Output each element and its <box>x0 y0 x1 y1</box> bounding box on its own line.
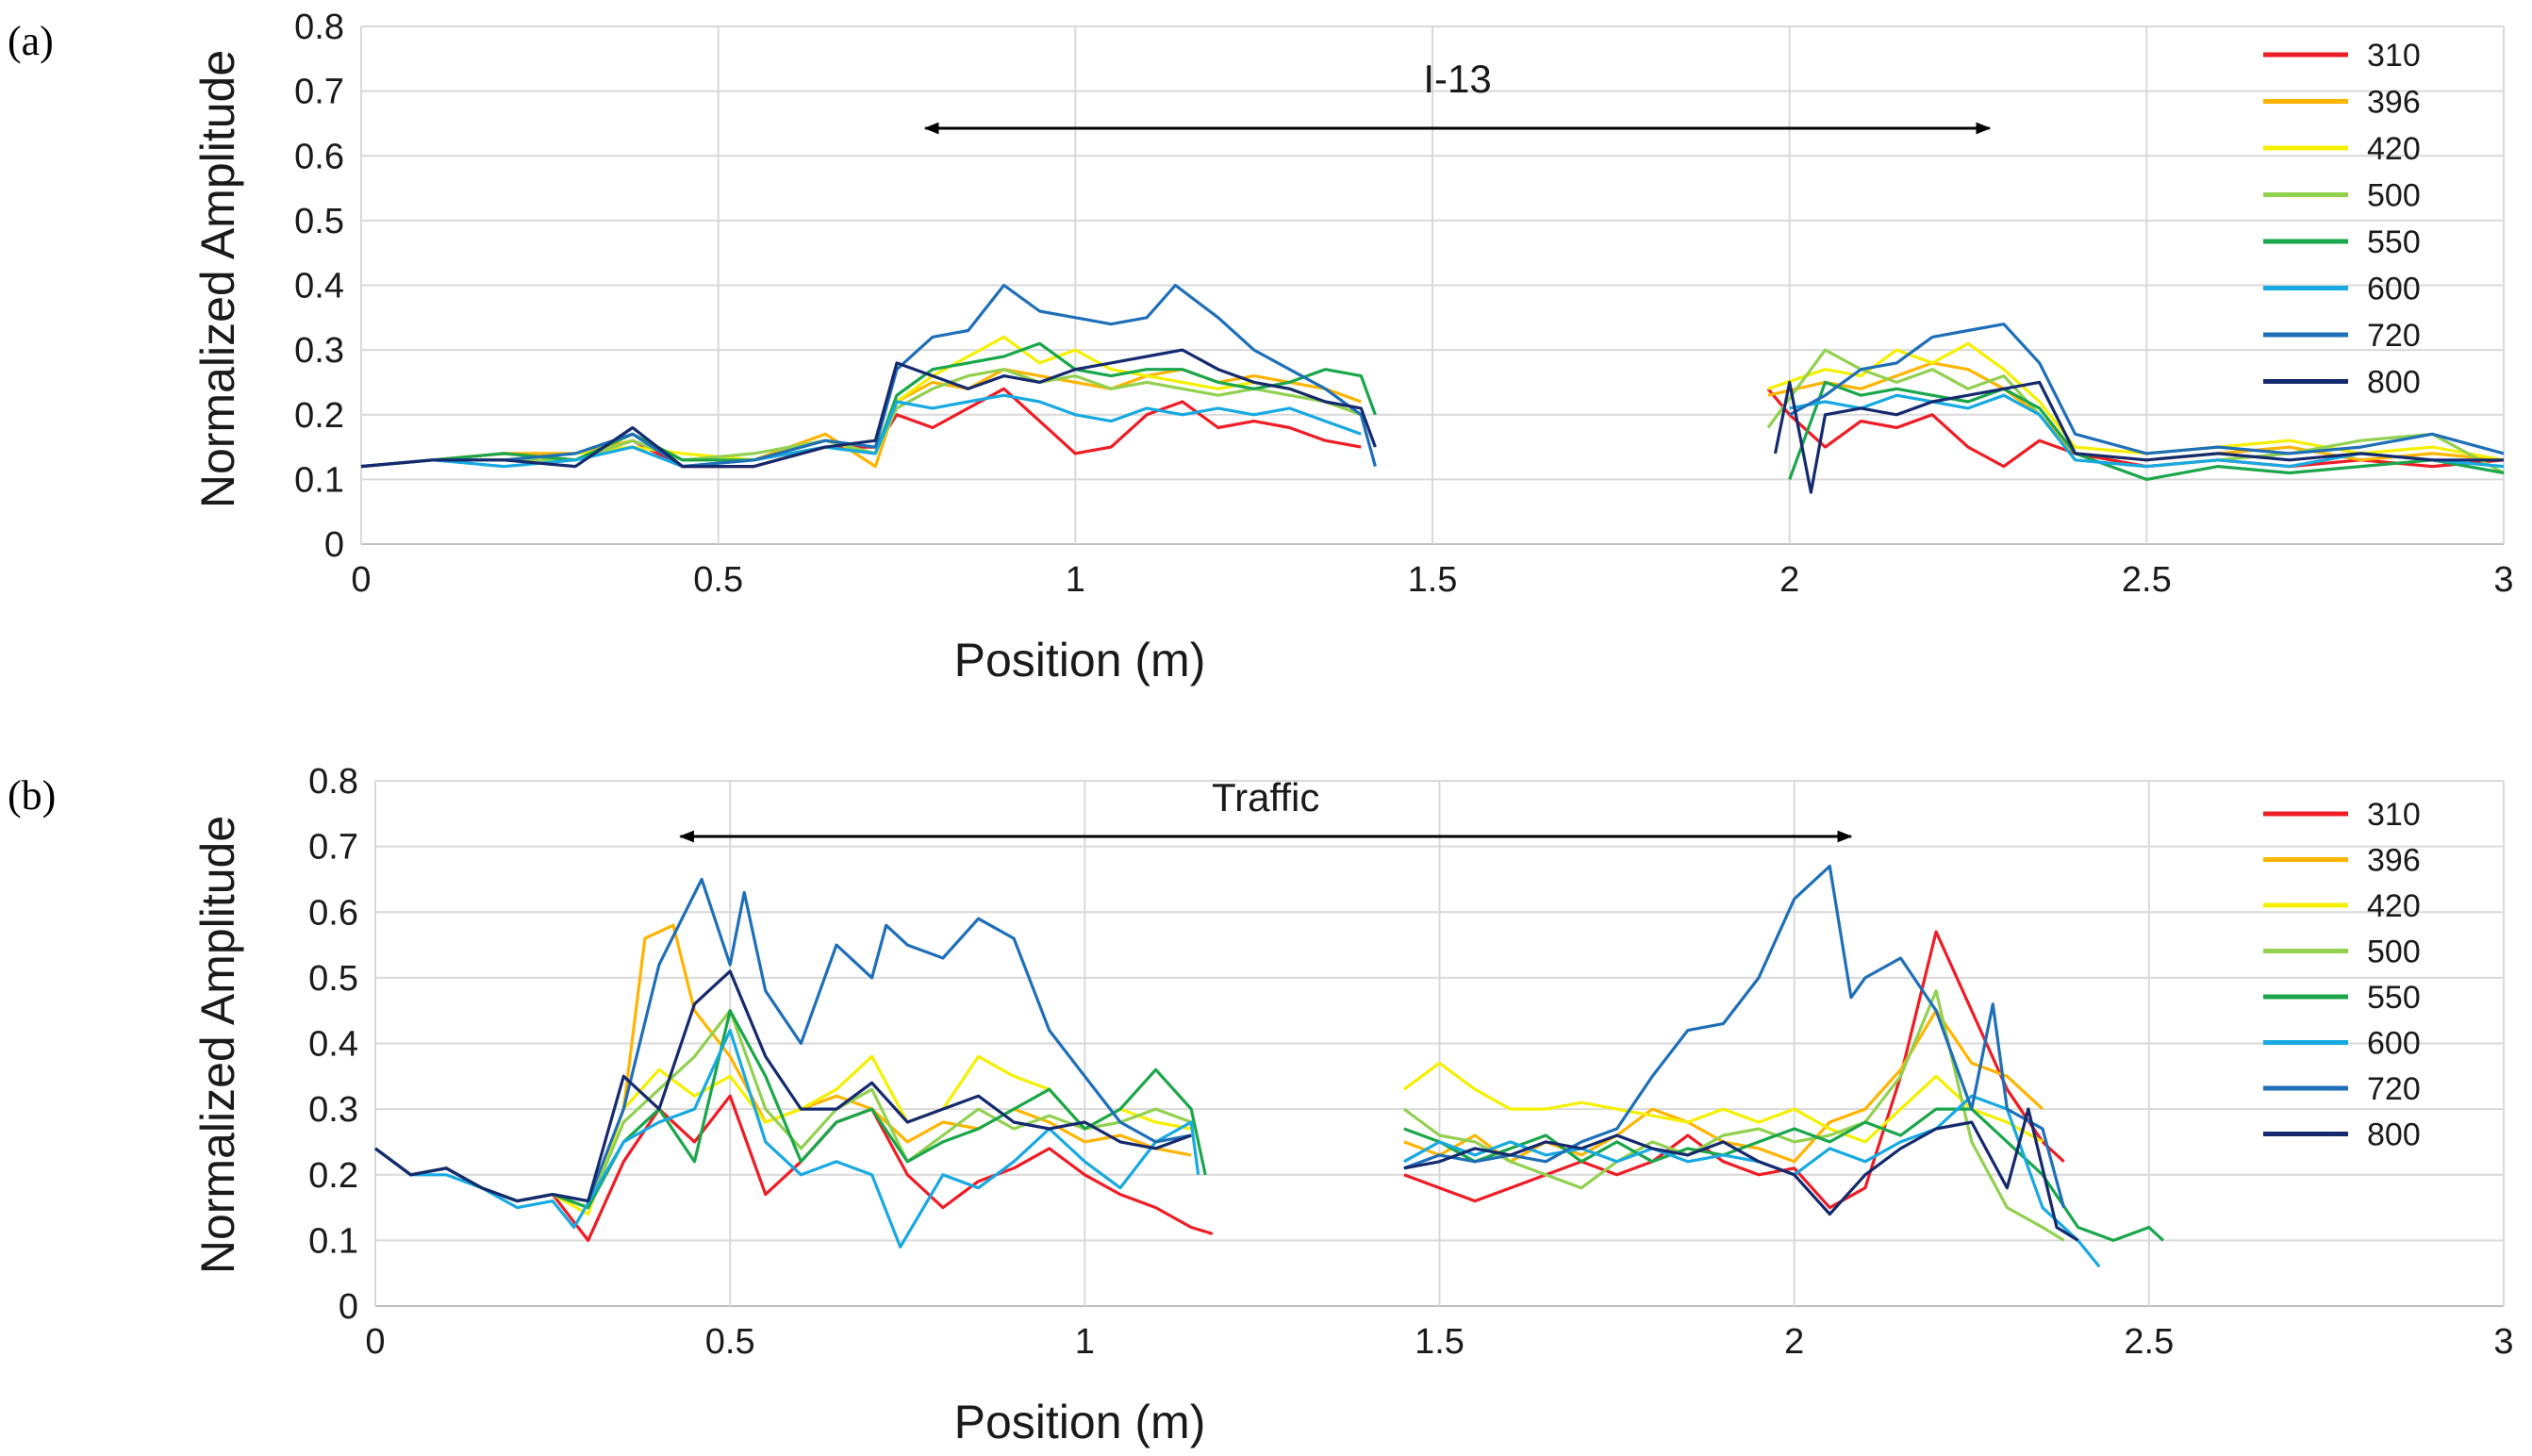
panel-a-legend: 310 396 420 500 550 600 720 800 <box>2263 38 2421 401</box>
panel-a-annotation-label: I-13 <box>1423 57 1491 101</box>
panel-a-legend-label-600: 600 <box>2367 272 2421 307</box>
panel-a-legend-label-310: 310 <box>2367 38 2421 74</box>
panel-b-x-tick-label: 1 <box>1075 1322 1095 1362</box>
panel-a-x-tick-label: 3 <box>2493 560 2513 600</box>
panel-b-x-tick-label: 2 <box>1784 1322 1804 1362</box>
panel-b-x-axis-title: Position (m) <box>954 1396 1206 1448</box>
panel-a-y-ticks: 0 0.1 0.2 0.3 0.4 0.5 0.6 0.7 0.8 <box>294 8 344 565</box>
panel-a-legend-label-500: 500 <box>2367 178 2421 214</box>
panel-a-series-550-line <box>1788 380 2505 481</box>
panel-b-y-tick-label: 0.3 <box>308 1090 358 1130</box>
panel-b-series-800-line <box>1403 1107 2079 1242</box>
panel-b-series-550-line <box>1403 1107 2164 1242</box>
panel-b-y-tick-label: 0.4 <box>308 1025 358 1065</box>
panel-a-y-tick-label: 0.7 <box>294 73 344 112</box>
panel-b-series-720-line <box>374 877 1192 1203</box>
panel-a-x-tick-label: 2 <box>1779 560 1799 600</box>
panel-b-label: (b) <box>8 772 56 819</box>
panel-a-legend-label-396: 396 <box>2367 85 2421 121</box>
panel-b-series-720-line <box>1403 864 2066 1209</box>
panel-b: (b) 0 0.1 0.2 0.3 0.4 0.5 0.6 0.7 0.8 0 0.5 1 1.5 2 2… <box>8 762 2514 1448</box>
panel-a-y-tick-label: 0.2 <box>294 396 344 436</box>
panel-b-series-600-line <box>374 1029 1200 1249</box>
panel-b-y-tick-label: 0 <box>339 1287 358 1327</box>
panel-a-series-800-line <box>1773 380 2504 494</box>
panel-b-y-tick-label: 0.6 <box>308 893 358 933</box>
panel-b-legend-label-550: 550 <box>2367 980 2421 1016</box>
panel-a-legend-label-800: 800 <box>2367 365 2421 401</box>
panel-a-grid <box>360 25 2505 545</box>
panel-b-series-310-line <box>1403 930 2065 1210</box>
panel-a-x-axis-title: Position (m) <box>954 634 1206 687</box>
panel-a-label: (a) <box>8 18 54 64</box>
panel-a-series-720-line <box>360 283 1377 469</box>
panel-a-y-tick-label: 0.5 <box>294 202 344 241</box>
panel-a-y-tick-label: 0.8 <box>294 8 344 47</box>
panel-a-series <box>360 283 2505 494</box>
panel-b-legend: 310 396 420 500 550 600 720 800 <box>2263 797 2421 1153</box>
panel-a-y-tick-label: 0.3 <box>294 331 344 371</box>
panel-b-legend-label-310: 310 <box>2367 797 2421 833</box>
panel-b-x-tick-label: 2.5 <box>2124 1322 2174 1362</box>
panel-a-x-tick-label: 0 <box>351 560 371 600</box>
panel-a-x-tick-label: 1 <box>1066 560 1085 600</box>
panel-a-y-tick-label: 0.6 <box>294 137 344 176</box>
panel-b-series <box>374 864 2164 1268</box>
panel-b-y-tick-label: 0.7 <box>308 828 358 868</box>
panel-b-x-tick-label: 0 <box>365 1322 385 1362</box>
panel-b-y-tick-label: 0.2 <box>308 1156 358 1196</box>
panel-b-series-500-line <box>1402 989 2065 1242</box>
panel-b-y-ticks: 0 0.1 0.2 0.3 0.4 0.5 0.6 0.7 0.8 <box>308 762 358 1327</box>
panel-a-series-600-line <box>1789 393 2505 469</box>
panel-b-y-axis-title: Normalized Amplitude <box>191 816 244 1274</box>
panel-a-y-axis-title: Normalized Amplitude <box>191 50 244 508</box>
panel-a-y-tick-label: 0.4 <box>294 267 344 306</box>
panel-a-x-tick-label: 0.5 <box>693 560 743 600</box>
panel-a-series-720-line <box>1788 323 2505 455</box>
panel-b-series-800-line <box>374 969 1192 1203</box>
panel-a-series-500-line <box>360 368 1362 469</box>
panel-a-series-800-line <box>360 348 1377 469</box>
panel-a-x-tick-label: 2.5 <box>2122 560 2172 600</box>
panel-a-series-600-line <box>360 393 1362 469</box>
panel-b-legend-label-600: 600 <box>2367 1026 2421 1062</box>
panel-b-legend-label-500: 500 <box>2367 935 2421 970</box>
panel-b-legend-label-720: 720 <box>2367 1071 2421 1107</box>
panel-a-y-tick-label: 0.1 <box>294 460 344 500</box>
panel-b-annotation-label: Traffic <box>1212 775 1319 819</box>
panel-a-x-ticks: 0 0.5 1 1.5 2 2.5 3 <box>351 560 2513 600</box>
panel-b-legend-label-396: 396 <box>2367 843 2421 879</box>
panel-a: (a) 0 0.1 0.2 0.3 0.4 0.5 0.6 0.7 0.8 0 0.5 1 1.5 2 2… <box>8 8 2514 687</box>
panel-b-grid <box>374 780 2505 1307</box>
panel-a-legend-label-720: 720 <box>2367 318 2421 354</box>
panel-a-series-310-line <box>1766 388 2505 469</box>
panel-a-series-420-line <box>360 335 1362 469</box>
panel-a-legend-label-550: 550 <box>2367 224 2421 260</box>
panel-b-y-tick-label: 0.5 <box>308 959 358 999</box>
panel-b-legend-label-420: 420 <box>2367 888 2421 924</box>
panel-a-y-tick-label: 0 <box>324 525 344 565</box>
panel-b-x-tick-label: 0.5 <box>705 1322 755 1362</box>
panel-a-legend-label-420: 420 <box>2367 131 2421 167</box>
panel-b-y-tick-label: 0.8 <box>308 762 358 802</box>
panel-b-series-396-line <box>374 923 1192 1210</box>
panel-b-x-ticks: 0 0.5 1 1.5 2 2.5 3 <box>365 1322 2513 1362</box>
panel-b-y-tick-label: 0.1 <box>308 1221 358 1261</box>
panel-b-legend-label-800: 800 <box>2367 1117 2421 1153</box>
panel-b-x-tick-label: 1.5 <box>1415 1322 1465 1362</box>
panel-a-x-tick-label: 1.5 <box>1408 560 1458 600</box>
panel-b-x-tick-label: 3 <box>2493 1322 2513 1362</box>
panel-b-series-420-line <box>1402 1061 2044 1144</box>
